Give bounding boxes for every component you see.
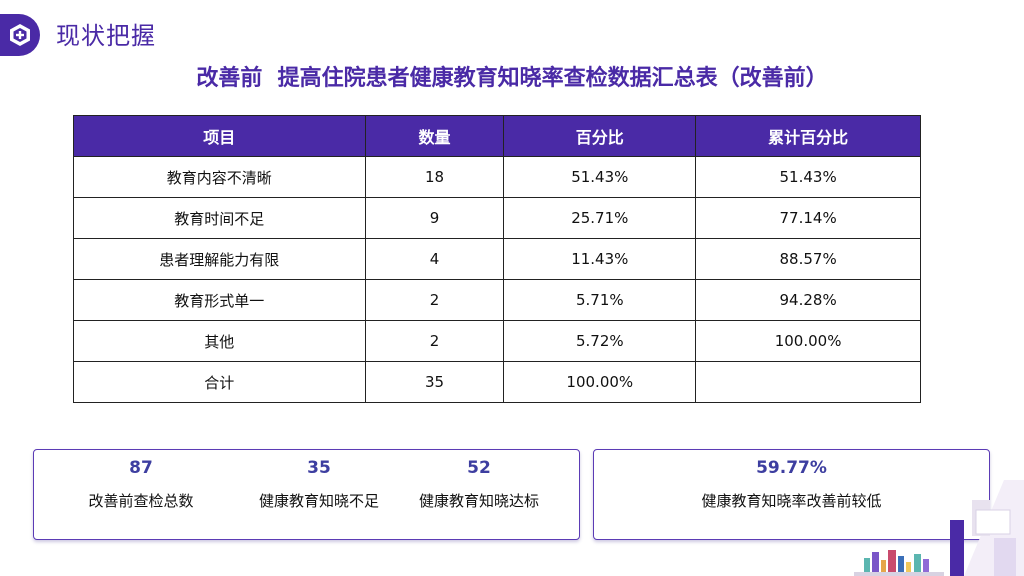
summary-label: 健康教育知晓率改善前较低 bbox=[701, 492, 882, 510]
table-cell bbox=[695, 361, 921, 403]
stat-label: 健康教育知晓不足 bbox=[258, 492, 379, 510]
table-cell: 5.71% bbox=[503, 279, 697, 321]
table-cell: 51.43% bbox=[503, 156, 697, 198]
stat-label: 健康教育知晓达标 bbox=[418, 492, 539, 510]
stat-block: 87 改善前查检总数 bbox=[66, 450, 216, 510]
table-cell: 4 bbox=[364, 238, 505, 280]
table-row: 教育时间不足 9 25.71% 77.14% bbox=[73, 197, 921, 239]
column-header: 累计百分比 bbox=[695, 115, 921, 157]
table-cell: 100.00% bbox=[695, 320, 921, 362]
stat-block: 52 健康教育知晓达标 bbox=[404, 450, 554, 510]
table-cell: 94.28% bbox=[695, 279, 921, 321]
stat-value: 87 bbox=[129, 458, 153, 478]
table-row: 教育内容不清晰 18 51.43% 51.43% bbox=[73, 156, 921, 198]
table-cell: 教育内容不清晰 bbox=[73, 156, 366, 198]
column-header: 百分比 bbox=[503, 115, 697, 157]
page-title: 改善前 提高住院患者健康教育知晓率查检数据汇总表（改善前） bbox=[196, 66, 828, 91]
stat-block: 35 健康教育知晓不足 bbox=[244, 450, 394, 510]
table-cell: 2 bbox=[364, 279, 505, 321]
table-row: 教育形式单一 2 5.71% 94.28% bbox=[73, 279, 921, 321]
table-row: 其他 2 5.72% 100.00% bbox=[73, 320, 921, 362]
table-cell: 77.14% bbox=[695, 197, 921, 239]
table-cell: 11.43% bbox=[503, 238, 697, 280]
hexagon-plus-icon bbox=[10, 24, 30, 46]
table-cell: 100.00% bbox=[503, 361, 697, 403]
table-cell: 25.71% bbox=[503, 197, 697, 239]
summary-table: 项目 数量 百分比 累计百分比 教育内容不清晰 18 51.43% 51.43%… bbox=[73, 115, 921, 403]
table-cell: 18 bbox=[364, 156, 505, 198]
table-cell: 51.43% bbox=[695, 156, 921, 198]
column-header: 项目 bbox=[73, 115, 366, 157]
table-cell: 2 bbox=[364, 320, 505, 362]
table-header-row: 项目 数量 百分比 累计百分比 bbox=[73, 115, 921, 157]
table-cell: 9 bbox=[364, 197, 505, 239]
table-cell: 合计 bbox=[73, 361, 366, 403]
summary-value: 59.77% bbox=[756, 458, 827, 478]
stat-value: 52 bbox=[467, 458, 491, 478]
section-badge bbox=[0, 14, 40, 56]
table-cell: 教育时间不足 bbox=[73, 197, 366, 239]
stat-label: 改善前查检总数 bbox=[88, 492, 194, 510]
table-row-total: 合计 35 100.00% bbox=[73, 361, 921, 403]
summary-block: 59.77% 健康教育知晓率改善前较低 bbox=[594, 450, 989, 510]
table-cell: 5.72% bbox=[503, 320, 697, 362]
summary-card: 59.77% 健康教育知晓率改善前较低 bbox=[593, 449, 990, 540]
table-cell: 患者理解能力有限 bbox=[73, 238, 366, 280]
section-title: 现状把握 bbox=[56, 22, 156, 50]
table-cell: 35 bbox=[364, 361, 505, 403]
table-cell: 教育形式单一 bbox=[73, 279, 366, 321]
stats-card: 87 改善前查检总数 35 健康教育知晓不足 52 健康教育知晓达标 bbox=[33, 449, 580, 540]
table-cell: 其他 bbox=[73, 320, 366, 362]
table-row: 患者理解能力有限 4 11.43% 88.57% bbox=[73, 238, 921, 280]
column-header: 数量 bbox=[364, 115, 505, 157]
table-cell: 88.57% bbox=[695, 238, 921, 280]
bookshelf-illustration bbox=[854, 480, 1024, 576]
stat-value: 35 bbox=[307, 458, 331, 478]
